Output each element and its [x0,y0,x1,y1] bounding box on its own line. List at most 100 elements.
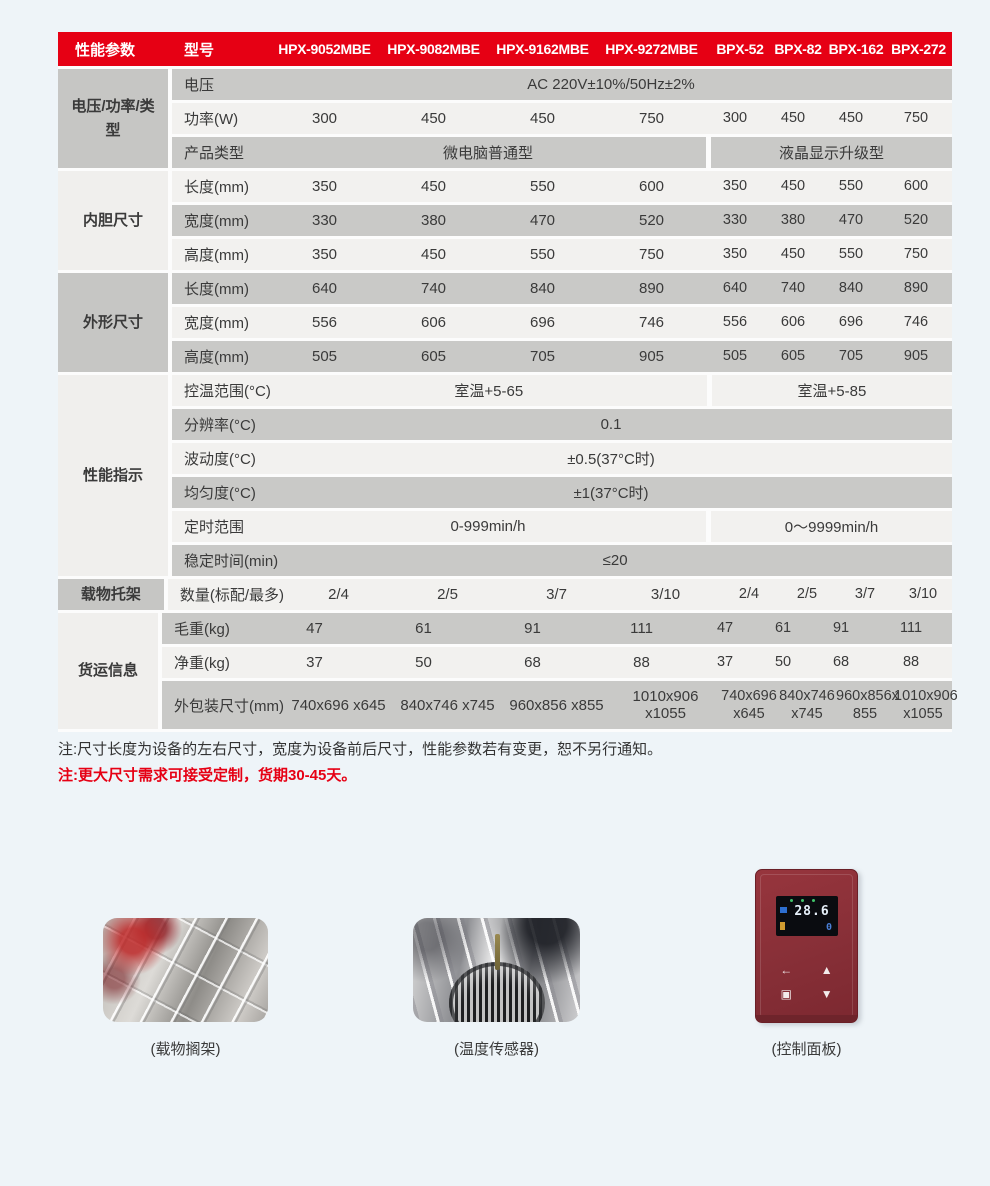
spec-cell: 3/10 [908,586,938,603]
table-groups: 电压/功率/类型 电压 AC 220V±10%/50Hz±2% 功率(W) 300 450… [58,69,958,729]
row-label: 稳定时间(min) [184,553,279,570]
spec-cell: 960x856x 855 [836,687,899,722]
spec-cell: 750 [903,246,929,263]
note-customization: 注:更大尺寸需求可接受定制，货期30-45天。 [58,767,357,784]
spec-cell: 450 [420,246,447,263]
return-button-icon: ← [780,963,793,977]
row-label: 控温范围(°C) [184,383,271,400]
spec-cell: 905 [638,348,665,365]
spec-cell: 37 [306,654,323,671]
table-row: 净重(kg) 37 50 68 88 37 50 68 88 [162,647,952,678]
spec-cell: 3/7 [546,586,567,603]
spec-cell: 1010x906 x1055 [632,688,699,722]
table-row: 产品类型 微电脑普通型 液晶显示升级型 [172,137,952,168]
spec-value: ≤20 [602,552,628,569]
table-row: 长度(mm) 350 450 550 600 350 450 550 600 [172,171,952,202]
spec-cell: 520 [903,212,929,229]
display-orange-indicator [780,922,785,930]
group-rows: 数量(标配/最多) 2/4 2/5 3/7 3/10 2/4 2/5 3/7 3/10 [167,579,952,610]
spec-cell: 88 [633,654,650,671]
spec-cell: 450 [529,110,556,127]
table-row: 毛重(kg) 47 61 91 111 47 61 91 111 [162,613,952,644]
group-label: 性能指示 [58,375,168,576]
spec-cell: 840x746 x745 [779,687,835,722]
row-label: 数量(标配/最多) [179,587,284,604]
table-row: 宽度(mm) 330 380 470 520 330 380 470 520 [172,205,952,236]
panel-caption: (控制面板) [771,1041,842,1058]
row-label: 功率(W) [184,111,239,128]
row-label: 定时范围 [184,519,245,536]
shelf-photo [103,918,268,1022]
sensor-probe [494,934,500,970]
display-blue-indicator [780,907,787,913]
header-model-name: BPX-162 [828,41,884,57]
spec-cell: 890 [638,280,665,297]
spec-cell: 550 [529,178,556,195]
spec-cell: 300 [311,110,338,127]
group-label: 内胆尺寸 [58,171,168,270]
spec-cell: 746 [638,314,665,331]
spec-value: 0-999min/h [450,518,526,535]
row-label: 高度(mm) [184,247,249,264]
spec-cell: 705 [529,348,556,365]
table-group: 性能指示 控温范围(°C) 室温+5-65 室温+5-85 分辨率(°C) 0.1 波动度(… [58,375,952,576]
spec-cell: 470 [838,212,864,229]
spec-value: ±1(37°C时) [573,485,649,502]
spec-cell: 330 [722,212,748,229]
group-rows: 毛重(kg) 47 61 91 111 47 61 91 111 净重(kg) 37 50 68 88 37… [162,613,958,729]
spec-cell: 520 [638,212,665,229]
group-rows: 长度(mm) 640 740 840 890 640 740 840 890 宽度(mm) 556 6… [172,273,952,372]
spec-cell: 111 [630,620,653,637]
spec-cell: 350 [722,178,748,195]
spec-cell: 300 [722,110,748,127]
spec-value: 液晶显示升级型 [778,145,884,162]
indicator-dots [790,899,815,902]
spec-value: ±0.5(37°C时) [567,451,655,468]
group-label: 货运信息 [58,613,159,729]
indicator-dot [812,899,815,902]
spec-cell: 350 [311,178,338,195]
set-button-icon: ▣ [780,987,792,1001]
spec-cell: 88 [902,654,920,671]
spec-cell: 380 [420,212,447,229]
spec-value: 微电脑普通型 [442,145,533,162]
group-rows: 长度(mm) 350 450 550 600 350 450 550 600 宽度(mm) 330 3… [172,171,952,270]
spec-cell: 68 [832,654,850,671]
spec-cell: 450 [780,110,806,127]
table-header-row: 性能参数 型号 HPX-9052MBE HPX-9082MBE HPX-9162… [58,32,952,66]
row-label: 波动度(°C) [184,451,256,468]
row-label: 长度(mm) [184,281,249,298]
spec-cell: 750 [638,110,665,127]
spec-cell: 905 [903,348,929,365]
table-group: 外形尺寸 长度(mm) 640 740 840 890 640 740 840 890 宽度(mm)… [58,273,952,372]
spec-cell: 705 [838,348,864,365]
group-label: 外形尺寸 [58,273,168,372]
spec-cell: 750 [638,246,665,263]
table-row: 定时范围 0-999min/h 0～9999min/h [172,511,952,542]
group-label: 电压/功率/类型 [58,69,168,168]
spec-cell: 840x746 x745 [400,696,495,714]
spec-cell: 380 [780,212,806,229]
row-label: 分辨率(°C) [184,417,256,434]
spec-cell: 556 [722,314,748,331]
spec-cell: 450 [780,246,806,263]
spec-cell: 91 [832,620,850,637]
row-label: 均匀度(°C) [184,485,256,502]
spec-cell: 1010x906 x1055 [894,687,958,722]
spec-cell: 696 [529,314,556,331]
row-label: 电压 [184,77,215,94]
spec-cell: 696 [838,314,864,331]
table-row: 长度(mm) 640 740 840 890 640 740 840 890 [172,273,952,304]
spec-cell: 2/5 [437,586,458,603]
spec-cell: 50 [415,654,432,671]
header-model: 型号 [184,41,215,59]
indicator-dot [801,899,804,902]
spec-cell: 840 [838,280,864,297]
spec-cell: 550 [529,246,556,263]
spec-cell: 61 [774,620,792,637]
spec-cell: 600 [638,178,665,195]
column-divider [706,137,711,168]
header-model-name: HPX-9162MBE [496,41,589,57]
spec-value: 室温+5-85 [797,383,867,400]
table-row: 数量(标配/最多) 2/4 2/5 3/7 3/10 2/4 2/5 3/7 3/10 [167,579,952,610]
